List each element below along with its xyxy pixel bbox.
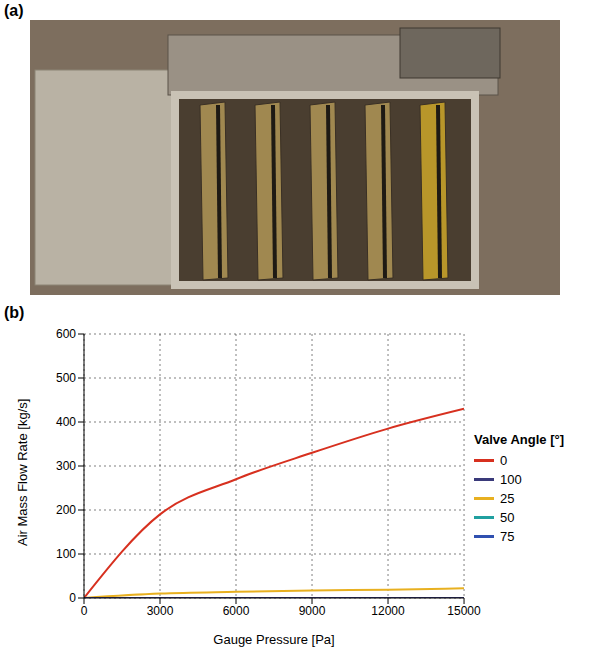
html-text:(a): (a): [4, 2, 24, 19]
svg-text:0: 0: [81, 604, 88, 618]
svg-text:500: 500: [56, 371, 76, 385]
svg-text:100: 100: [56, 547, 76, 561]
svg-text:400: 400: [56, 415, 76, 429]
svg-text:15000: 15000: [447, 604, 481, 618]
svg-text:300: 300: [56, 459, 76, 473]
svg-text:200: 200: [56, 503, 76, 517]
html-text:100: 100: [500, 472, 522, 487]
html-text:25: 25: [500, 491, 515, 506]
html-text:(b): (b): [4, 304, 25, 321]
html-text:75: 75: [500, 529, 515, 544]
html-text:50: 50: [500, 510, 515, 525]
html-text:0: 0: [500, 453, 508, 468]
svg-text:0: 0: [69, 591, 76, 605]
svg-text:600: 600: [56, 327, 76, 341]
svg-text:Air Mass Flow Rate [kg/s]: Air Mass Flow Rate [kg/s]: [15, 399, 30, 546]
svg-text:9000: 9000: [299, 604, 326, 618]
svg-text:6000: 6000: [223, 604, 250, 618]
svg-text:Gauge Pressure [Pa]: Gauge Pressure [Pa]: [213, 632, 334, 647]
html-text:Valve Angle [°]: Valve Angle [°]: [474, 432, 564, 447]
svg-text:12000: 12000: [371, 604, 405, 618]
svg-text:3000: 3000: [147, 604, 174, 618]
